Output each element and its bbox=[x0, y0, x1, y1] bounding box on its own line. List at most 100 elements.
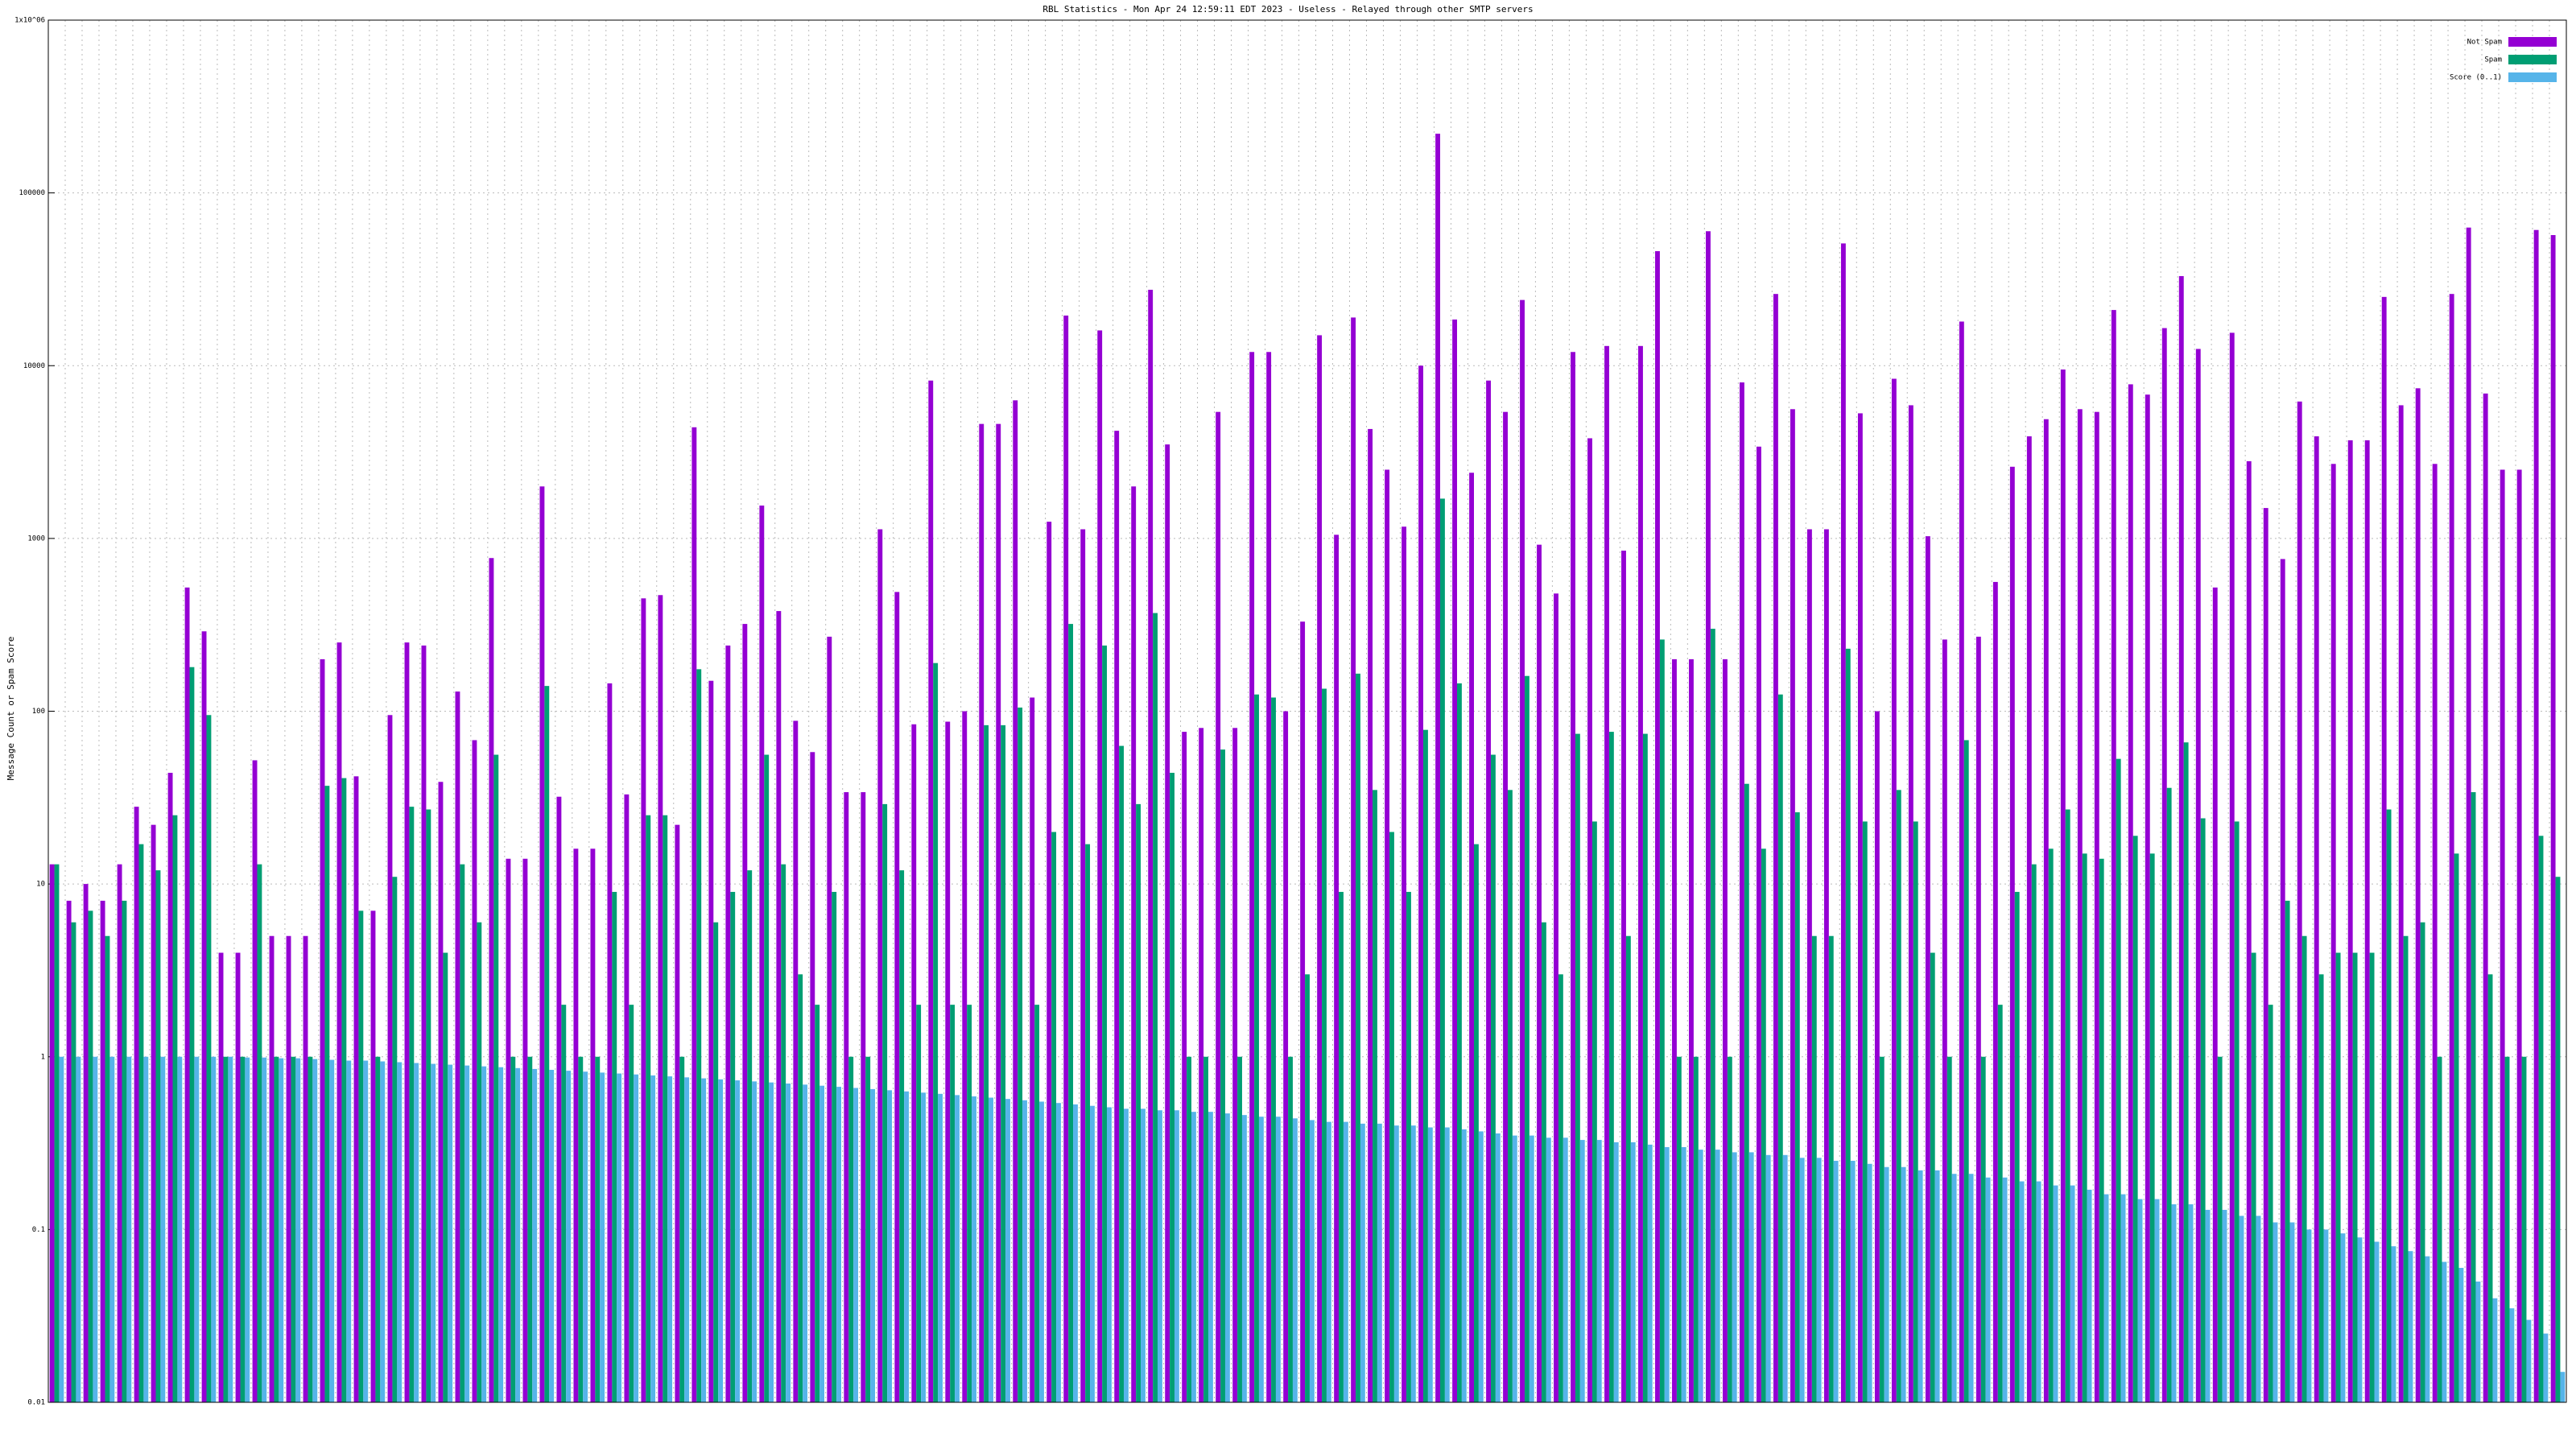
bar bbox=[201, 631, 207, 1402]
bar bbox=[1440, 498, 1445, 1402]
bar bbox=[1131, 486, 1137, 1403]
bar bbox=[1490, 754, 1496, 1402]
bar bbox=[2550, 235, 2556, 1402]
bar bbox=[595, 1056, 601, 1402]
bar bbox=[532, 1068, 538, 1402]
bar bbox=[607, 683, 613, 1402]
bar bbox=[2352, 952, 2358, 1402]
bar bbox=[684, 1077, 690, 1402]
bar bbox=[2161, 328, 2167, 1402]
bar bbox=[2347, 440, 2353, 1402]
bar bbox=[2082, 853, 2087, 1402]
bar bbox=[59, 1056, 64, 1402]
bar bbox=[481, 1066, 487, 1402]
bar bbox=[1275, 1117, 1281, 1402]
bar bbox=[1114, 431, 1120, 1402]
bar bbox=[2408, 1251, 2413, 1402]
bar bbox=[667, 1076, 673, 1402]
bar bbox=[1642, 733, 1648, 1402]
bar bbox=[1254, 694, 1259, 1402]
bar bbox=[1385, 469, 1390, 1403]
bar bbox=[708, 680, 714, 1402]
bar bbox=[2454, 853, 2459, 1402]
bar bbox=[2415, 388, 2421, 1402]
bar bbox=[1840, 243, 1846, 1403]
bar bbox=[836, 1087, 842, 1402]
bar bbox=[2229, 332, 2235, 1403]
bar bbox=[2386, 809, 2392, 1402]
bar bbox=[2306, 1229, 2312, 1402]
bar bbox=[1271, 697, 1276, 1402]
bar bbox=[515, 1067, 521, 1402]
bar bbox=[2048, 848, 2054, 1402]
bar bbox=[2268, 1005, 2273, 1402]
bar bbox=[798, 974, 803, 1402]
bar bbox=[1757, 446, 1761, 1402]
bar bbox=[363, 1060, 369, 1402]
bar bbox=[138, 844, 144, 1402]
bar bbox=[2280, 559, 2285, 1403]
bar bbox=[1063, 316, 1069, 1402]
bar bbox=[566, 1071, 572, 1402]
bar bbox=[2516, 469, 2522, 1403]
bar bbox=[933, 663, 939, 1402]
bar bbox=[844, 792, 849, 1402]
bar bbox=[2087, 1189, 2092, 1402]
bar bbox=[1187, 1056, 1191, 1402]
bar bbox=[1777, 694, 1783, 1402]
bar bbox=[1258, 1117, 1264, 1402]
bar bbox=[2116, 758, 2121, 1402]
bar bbox=[1136, 803, 1141, 1402]
bar bbox=[1706, 231, 1711, 1403]
bar bbox=[2251, 952, 2256, 1402]
bar bbox=[1018, 707, 1023, 1402]
bar bbox=[573, 848, 579, 1402]
bar bbox=[2205, 1209, 2211, 1402]
bar bbox=[742, 624, 748, 1402]
bar bbox=[252, 760, 258, 1402]
bar bbox=[1022, 1100, 1027, 1402]
bar bbox=[624, 794, 630, 1402]
bar bbox=[498, 1067, 504, 1402]
bar bbox=[2504, 1056, 2510, 1402]
bar bbox=[506, 858, 511, 1402]
bar bbox=[269, 935, 275, 1402]
bar bbox=[747, 870, 753, 1402]
bar bbox=[2301, 935, 2307, 1402]
bar bbox=[1001, 724, 1006, 1402]
bar bbox=[2188, 1204, 2194, 1402]
bar bbox=[629, 1005, 634, 1402]
bar bbox=[1693, 1056, 1699, 1402]
bar bbox=[1765, 1154, 1771, 1402]
bar bbox=[1908, 405, 1913, 1402]
bar bbox=[1427, 1127, 1433, 1402]
bar bbox=[819, 1085, 825, 1402]
bar bbox=[308, 1056, 313, 1402]
bar bbox=[2340, 1233, 2346, 1402]
bar bbox=[1816, 1158, 1822, 1402]
bar bbox=[1828, 935, 1834, 1402]
bar bbox=[2357, 1237, 2363, 1402]
bar bbox=[1710, 629, 1715, 1402]
bar bbox=[1604, 345, 1609, 1402]
bar bbox=[184, 587, 190, 1402]
bar bbox=[1435, 134, 1441, 1402]
bar bbox=[1034, 1005, 1040, 1402]
plot-frame bbox=[47, 19, 2567, 1403]
bar bbox=[2145, 394, 2150, 1403]
bar bbox=[71, 922, 76, 1402]
bar bbox=[752, 1081, 758, 1402]
bar bbox=[646, 815, 651, 1402]
bar bbox=[312, 1059, 318, 1402]
bar bbox=[235, 952, 241, 1402]
bar bbox=[2026, 436, 2032, 1402]
bar bbox=[2449, 294, 2454, 1403]
bar bbox=[404, 642, 410, 1402]
bar bbox=[921, 1092, 926, 1402]
bar bbox=[1241, 1115, 1247, 1402]
bar bbox=[320, 658, 325, 1402]
bar bbox=[151, 824, 156, 1402]
bar bbox=[464, 1065, 470, 1402]
bar bbox=[1486, 380, 1491, 1403]
bar bbox=[1085, 844, 1091, 1402]
